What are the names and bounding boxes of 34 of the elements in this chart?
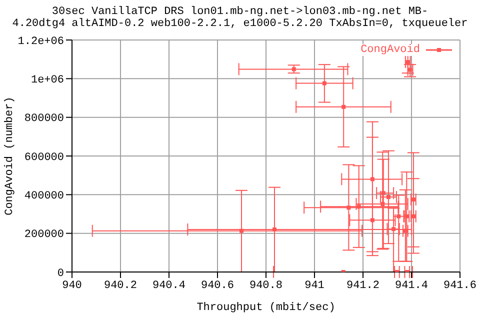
point (346, 206, 351, 210)
x-tick-label: 940 (62, 280, 82, 292)
y-tick-label: 1.2e+06 (18, 36, 64, 48)
point (386, 194, 390, 199)
x-tick-label: 941 (304, 280, 325, 292)
point (272, 227, 276, 232)
y-tick-label: 800000 (24, 113, 64, 126)
point (342, 104, 346, 109)
x-axis-title: Throughput (mbit/sec) (196, 302, 336, 314)
point (396, 214, 401, 218)
x-tick-label: 940.4 (152, 280, 186, 292)
x-tick-label: 941.4 (394, 280, 428, 292)
chart-title: 30sec VanillaTCP DRS lon01.mb-ng.net->lon03.mb-ng.net MB- 4.20dtg4 altAIMD-0.2 web100-2.2.1, e1000-5.2.20 TxAbsIn=0, txqueueler (11, 5, 469, 32)
y-tick-label: 400000 (24, 190, 64, 203)
point (392, 227, 396, 232)
y-tick-label: 200000 (24, 229, 64, 242)
point (380, 202, 385, 206)
y-axis-title: CongAvoid (number) (4, 96, 16, 216)
x-tick-label: 941.2 (346, 280, 380, 292)
point (381, 191, 386, 196)
point (292, 67, 296, 72)
point (240, 228, 244, 233)
x-tick-label: 940.6 (200, 280, 234, 292)
x-tick-label: 940.8 (249, 280, 283, 292)
y-tick-label: 0 (57, 268, 64, 280)
x-tick-label: 940.2 (104, 280, 138, 292)
point (356, 204, 361, 209)
y-tick-label: 1e+06 (30, 74, 64, 87)
point (370, 218, 374, 222)
x-tick-label: 941.6 (443, 280, 477, 292)
y-tick-label: 600000 (24, 152, 64, 164)
point (370, 177, 374, 182)
legend-label: CongAvoid (360, 44, 420, 56)
point (322, 81, 326, 86)
